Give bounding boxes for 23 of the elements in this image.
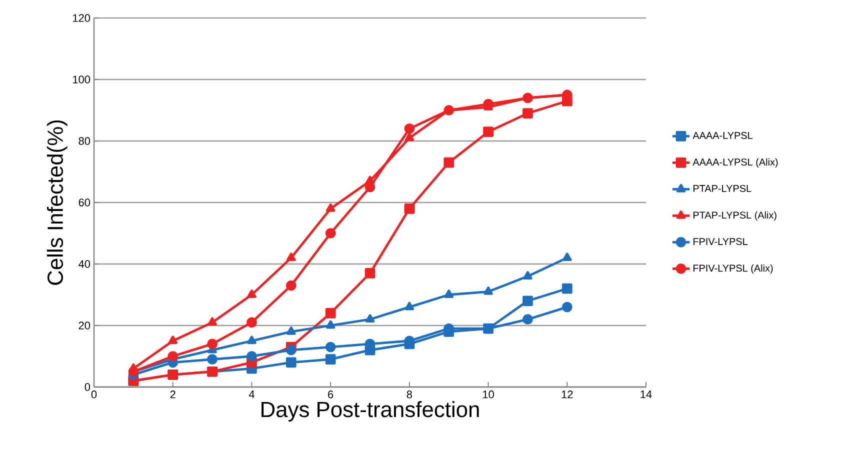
legend-label: PTAP-LYPSL (Alix): [693, 211, 776, 221]
x-tick-label: 6: [328, 390, 334, 398]
y-tick-label: 40: [78, 260, 90, 268]
legend-label: AAAA-LYPSL: [692, 132, 753, 139]
x-tick-label: 2: [170, 390, 176, 398]
y-tick-label: 120: [73, 14, 90, 22]
legend-label: FPIV-LYPSL: [693, 238, 748, 246]
x-tick-label: 8: [406, 390, 412, 398]
x-tick-label: 0: [91, 390, 97, 398]
y-tick-label: 0: [84, 383, 90, 391]
legend-label: AAAA-LYPSL (Alix): [692, 158, 778, 168]
x-axis-title: Days Post-transfection: [262, 401, 479, 422]
x-tick-label: 14: [640, 390, 652, 398]
x-tick-label: 4: [248, 390, 254, 398]
y-tick-label: 80: [78, 137, 90, 145]
legend-label: PTAP-LYPSL: [693, 184, 752, 192]
x-tick-label: 10: [483, 390, 494, 398]
y-tick-label: 100: [73, 76, 90, 84]
y-tick-label: 60: [78, 198, 90, 206]
y-tick-label: 20: [78, 322, 90, 330]
legend-label: FPIV-LYPSL (Alix): [693, 264, 773, 274]
x-tick-label: 12: [562, 390, 573, 398]
y-axis-title: Cells Infected(%): [46, 120, 68, 285]
